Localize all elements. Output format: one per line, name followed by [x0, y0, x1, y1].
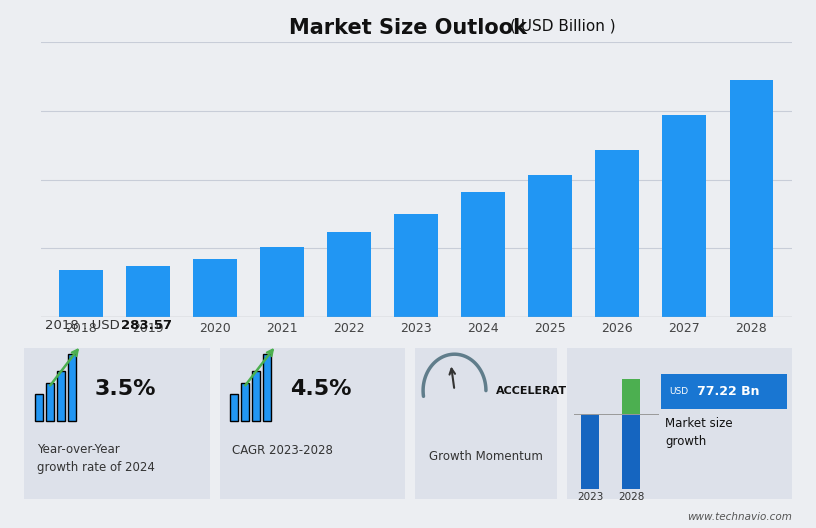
- Text: Year-over-Year
growth rate of 2024: Year-over-Year growth rate of 2024: [38, 443, 155, 474]
- FancyBboxPatch shape: [68, 354, 77, 421]
- Bar: [193, 259, 237, 528]
- FancyBboxPatch shape: [252, 371, 260, 421]
- Bar: [394, 214, 438, 528]
- FancyBboxPatch shape: [57, 371, 65, 421]
- Text: Market Size Outlook: Market Size Outlook: [289, 18, 527, 39]
- Text: Market size
growth: Market size growth: [665, 417, 733, 448]
- FancyBboxPatch shape: [263, 354, 272, 421]
- Bar: [327, 232, 371, 528]
- Bar: [663, 115, 706, 528]
- FancyBboxPatch shape: [229, 394, 238, 421]
- Bar: [126, 266, 170, 528]
- Text: 77.22 Bn: 77.22 Bn: [697, 385, 759, 398]
- Bar: [623, 414, 641, 489]
- Text: www.technavio.com: www.technavio.com: [686, 512, 792, 522]
- Text: 3.5%: 3.5%: [95, 379, 157, 399]
- Text: 2018 : USD: 2018 : USD: [45, 319, 128, 333]
- Text: CAGR 2023-2028: CAGR 2023-2028: [233, 444, 334, 457]
- FancyBboxPatch shape: [46, 383, 54, 421]
- Text: 4.5%: 4.5%: [290, 379, 352, 399]
- Bar: [461, 192, 505, 528]
- Text: ( USD Billion ): ( USD Billion ): [510, 18, 616, 33]
- Text: ACCELERATING: ACCELERATING: [496, 385, 589, 395]
- Text: Growth Momentum: Growth Momentum: [429, 450, 543, 464]
- Text: USD: USD: [669, 387, 688, 396]
- FancyBboxPatch shape: [34, 394, 43, 421]
- Bar: [581, 414, 599, 489]
- Bar: [60, 270, 103, 528]
- Bar: [596, 149, 639, 528]
- Bar: [623, 379, 641, 414]
- Bar: [529, 175, 572, 528]
- Bar: [730, 80, 773, 528]
- FancyBboxPatch shape: [241, 383, 249, 421]
- Bar: [260, 247, 304, 528]
- Text: 283.57: 283.57: [121, 319, 171, 333]
